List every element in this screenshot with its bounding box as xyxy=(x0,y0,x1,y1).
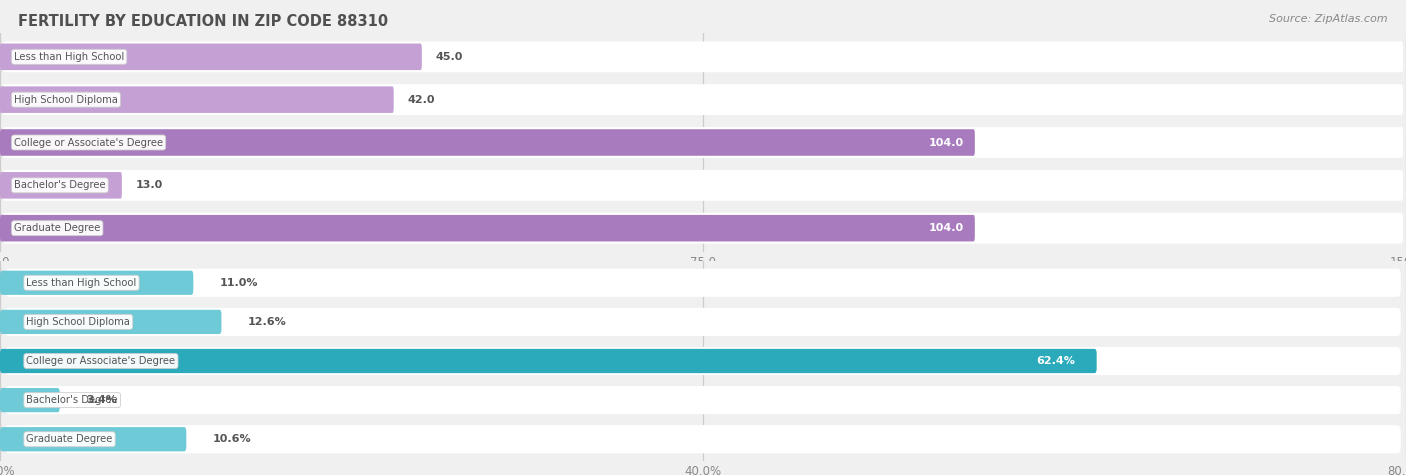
FancyBboxPatch shape xyxy=(0,271,194,295)
Text: High School Diploma: High School Diploma xyxy=(27,317,131,327)
Text: 12.6%: 12.6% xyxy=(247,317,287,327)
Text: High School Diploma: High School Diploma xyxy=(14,95,118,104)
FancyBboxPatch shape xyxy=(6,386,1400,414)
Text: College or Associate's Degree: College or Associate's Degree xyxy=(14,137,163,148)
FancyBboxPatch shape xyxy=(0,44,422,70)
FancyBboxPatch shape xyxy=(6,425,1400,453)
FancyBboxPatch shape xyxy=(0,86,394,113)
Text: Bachelor's Degree: Bachelor's Degree xyxy=(27,395,118,405)
Text: Graduate Degree: Graduate Degree xyxy=(27,434,112,444)
FancyBboxPatch shape xyxy=(0,310,222,334)
FancyBboxPatch shape xyxy=(0,172,122,199)
Text: Graduate Degree: Graduate Degree xyxy=(14,223,100,233)
FancyBboxPatch shape xyxy=(3,170,1403,201)
Text: 11.0%: 11.0% xyxy=(219,278,259,288)
Text: Less than High School: Less than High School xyxy=(14,52,124,62)
FancyBboxPatch shape xyxy=(0,388,59,412)
FancyBboxPatch shape xyxy=(3,213,1403,244)
FancyBboxPatch shape xyxy=(6,308,1400,336)
Text: FERTILITY BY EDUCATION IN ZIP CODE 88310: FERTILITY BY EDUCATION IN ZIP CODE 88310 xyxy=(18,14,388,29)
Text: 42.0: 42.0 xyxy=(408,95,436,104)
Text: Less than High School: Less than High School xyxy=(27,278,136,288)
FancyBboxPatch shape xyxy=(0,349,1097,373)
FancyBboxPatch shape xyxy=(0,427,186,451)
Text: 104.0: 104.0 xyxy=(928,137,963,148)
FancyBboxPatch shape xyxy=(0,129,974,156)
Text: Bachelor's Degree: Bachelor's Degree xyxy=(14,180,105,190)
Text: Source: ZipAtlas.com: Source: ZipAtlas.com xyxy=(1270,14,1388,24)
Text: 104.0: 104.0 xyxy=(928,223,963,233)
FancyBboxPatch shape xyxy=(3,127,1403,158)
FancyBboxPatch shape xyxy=(3,41,1403,72)
FancyBboxPatch shape xyxy=(6,347,1400,375)
Text: 10.6%: 10.6% xyxy=(212,434,252,444)
Text: 62.4%: 62.4% xyxy=(1036,356,1076,366)
FancyBboxPatch shape xyxy=(6,269,1400,297)
Text: 3.4%: 3.4% xyxy=(86,395,117,405)
Text: 13.0: 13.0 xyxy=(136,180,163,190)
FancyBboxPatch shape xyxy=(0,215,974,241)
Text: 45.0: 45.0 xyxy=(436,52,463,62)
Text: College or Associate's Degree: College or Associate's Degree xyxy=(27,356,176,366)
FancyBboxPatch shape xyxy=(3,84,1403,115)
